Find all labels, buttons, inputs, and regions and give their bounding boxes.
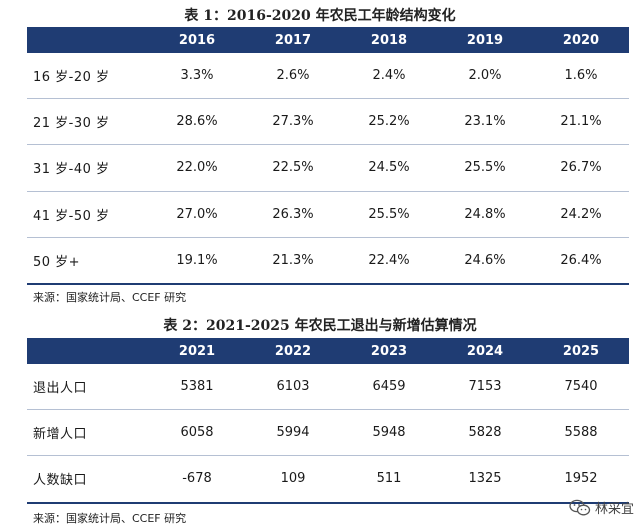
table-cell: 26.7% bbox=[533, 144, 629, 192]
table-row: 21 岁-30 岁 28.6% 27.3% 25.2% 23.1% 21.1% bbox=[27, 98, 629, 146]
table-cell: 7540 bbox=[533, 364, 629, 411]
table-row: 人数缺口 -678 109 511 1325 1952 bbox=[27, 455, 629, 504]
table-row: 退出人口 5381 6103 6459 7153 7540 bbox=[27, 364, 629, 411]
table-cell: 25.2% bbox=[341, 98, 437, 146]
row-label: 退出人口 bbox=[27, 364, 149, 411]
wechat-icon bbox=[569, 499, 591, 517]
table2-source-note: 来源：国家统计局、CCEF 研究 bbox=[33, 512, 187, 525]
table-cell: 1952 bbox=[533, 455, 629, 504]
table-cell: 6103 bbox=[245, 364, 341, 411]
table1-header-2016: 2016 bbox=[149, 27, 245, 53]
table-cell: 6058 bbox=[149, 409, 245, 457]
table-cell: 22.4% bbox=[341, 237, 437, 285]
row-label: 41 岁-50 岁 bbox=[27, 191, 149, 238]
table2: 2021 2022 2023 2024 2025 退出人口 5381 6103 … bbox=[27, 338, 629, 504]
table-cell: 6459 bbox=[341, 364, 437, 411]
table1-header-2020: 2020 bbox=[533, 27, 629, 53]
table2-header-2025: 2025 bbox=[533, 338, 629, 364]
table1-header-corner bbox=[27, 27, 149, 53]
table-row: 新增人口 6058 5994 5948 5828 5588 bbox=[27, 409, 629, 457]
table-cell: 21.3% bbox=[245, 237, 341, 285]
table-cell: 5588 bbox=[533, 409, 629, 457]
watermark: 林采宜 bbox=[569, 498, 634, 517]
table-cell: 24.6% bbox=[437, 237, 533, 285]
row-label: 16 岁-20 岁 bbox=[27, 53, 149, 100]
row-label: 31 岁-40 岁 bbox=[27, 144, 149, 192]
table2-header-2022: 2022 bbox=[245, 338, 341, 364]
table-cell: 24.2% bbox=[533, 191, 629, 238]
row-label: 新增人口 bbox=[27, 409, 149, 457]
table-cell: 5994 bbox=[245, 409, 341, 457]
table-row: 31 岁-40 岁 22.0% 22.5% 24.5% 25.5% 26.7% bbox=[27, 144, 629, 192]
table-cell: 25.5% bbox=[341, 191, 437, 238]
table1: 2016 2017 2018 2019 2020 16 岁-20 岁 3.3% … bbox=[27, 27, 629, 285]
table-row: 50 岁+ 19.1% 21.3% 22.4% 24.6% 26.4% bbox=[27, 237, 629, 285]
table2-header-corner bbox=[27, 338, 149, 364]
table-cell: 1325 bbox=[437, 455, 533, 504]
table1-header-2018: 2018 bbox=[341, 27, 437, 53]
row-label: 50 岁+ bbox=[27, 237, 149, 285]
row-label: 21 岁-30 岁 bbox=[27, 98, 149, 146]
table1-title: 表 1：2016-2020 年农民工年龄结构变化 bbox=[184, 8, 456, 24]
table-cell: 26.3% bbox=[245, 191, 341, 238]
table-row: 16 岁-20 岁 3.3% 2.6% 2.4% 2.0% 1.6% bbox=[27, 53, 629, 100]
table-cell: 5828 bbox=[437, 409, 533, 457]
table-cell: 23.1% bbox=[437, 98, 533, 146]
table2-header-2023: 2023 bbox=[341, 338, 437, 364]
table-cell: 2.4% bbox=[341, 53, 437, 100]
row-label: 人数缺口 bbox=[27, 455, 149, 504]
table1-header-2019: 2019 bbox=[437, 27, 533, 53]
table-cell: 5381 bbox=[149, 364, 245, 411]
table-cell: 109 bbox=[245, 455, 341, 504]
table2-header-2024: 2024 bbox=[437, 338, 533, 364]
table-cell: 27.0% bbox=[149, 191, 245, 238]
table-cell: 27.3% bbox=[245, 98, 341, 146]
table-cell: 22.0% bbox=[149, 144, 245, 192]
watermark-text: 林采宜 bbox=[594, 502, 634, 517]
table-cell: 26.4% bbox=[533, 237, 629, 285]
table-cell: 7153 bbox=[437, 364, 533, 411]
table-cell: 5948 bbox=[341, 409, 437, 457]
table-cell: 24.8% bbox=[437, 191, 533, 238]
table-cell: 3.3% bbox=[149, 53, 245, 100]
table2-title: 表 2：2021-2025 年农民工退出与新增估算情况 bbox=[163, 318, 477, 334]
table-cell: 28.6% bbox=[149, 98, 245, 146]
table1-source-note: 来源：国家统计局、CCEF 研究 bbox=[33, 291, 187, 304]
table-row: 41 岁-50 岁 27.0% 26.3% 25.5% 24.8% 24.2% bbox=[27, 191, 629, 238]
table2-header-row: 2021 2022 2023 2024 2025 bbox=[27, 338, 629, 364]
table-cell: 24.5% bbox=[341, 144, 437, 192]
table-cell: 19.1% bbox=[149, 237, 245, 285]
table-cell: 511 bbox=[341, 455, 437, 504]
table-cell: 2.6% bbox=[245, 53, 341, 100]
table-cell: 1.6% bbox=[533, 53, 629, 100]
table-cell: 2.0% bbox=[437, 53, 533, 100]
table-cell: 21.1% bbox=[533, 98, 629, 146]
table-cell: 22.5% bbox=[245, 144, 341, 192]
table-cell: 25.5% bbox=[437, 144, 533, 192]
table2-header-2021: 2021 bbox=[149, 338, 245, 364]
table1-header-2017: 2017 bbox=[245, 27, 341, 53]
table1-header-row: 2016 2017 2018 2019 2020 bbox=[27, 27, 629, 53]
table-cell: -678 bbox=[149, 455, 245, 504]
